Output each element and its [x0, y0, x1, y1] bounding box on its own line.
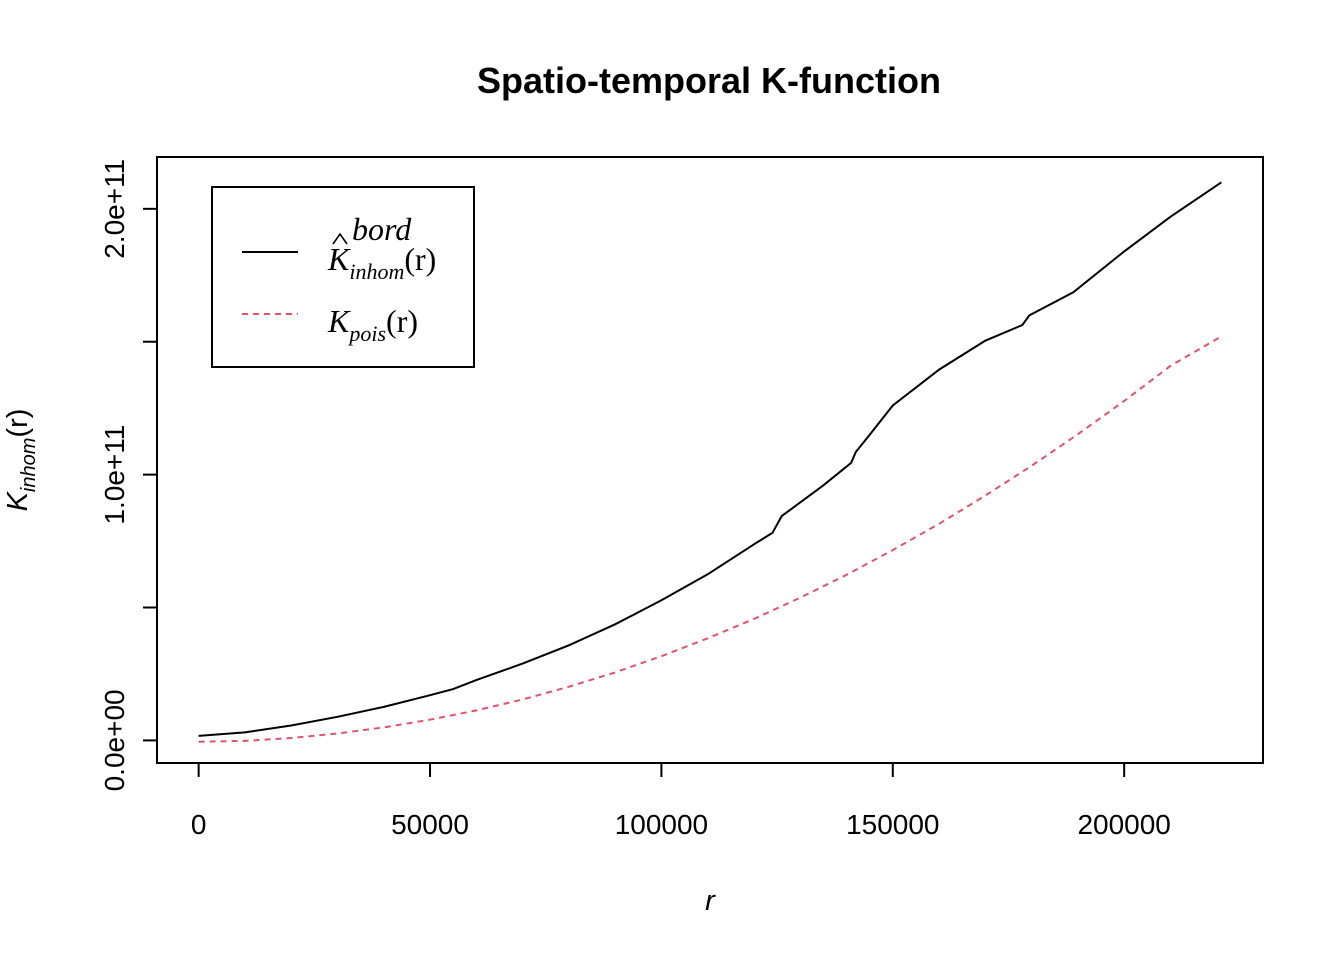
legend-label-base: K [327, 303, 351, 339]
y-tick-label: 2.0e+11 [99, 159, 130, 259]
legend-label-sub: inhom [349, 259, 404, 284]
plot-lines [198, 181, 1222, 743]
y-tick-label: 1.0e+11 [99, 425, 130, 525]
series-line-1 [198, 181, 1222, 737]
x-tick-label: 0 [191, 809, 207, 840]
plot-frame [156, 156, 1264, 764]
chart-title: Spatio-temporal K-function [477, 60, 941, 101]
y-axis: 0.0e+00 1.0e+11 2.0e+11 [99, 159, 157, 791]
y-axis-label-base: K [2, 490, 34, 511]
x-axis: 0 50000 100000 150000 200000 [191, 763, 1171, 840]
hat-accent [332, 232, 348, 245]
legend-label-sup: bord [352, 211, 412, 247]
y-axis-label-sub: inhom [18, 438, 40, 492]
x-tick-label: 150000 [846, 809, 939, 840]
series-line-2 [198, 335, 1222, 743]
y-tick-label: 0.0e+00 [99, 689, 130, 791]
legend-label-1: Kinhom(r) [327, 241, 436, 284]
x-tick-label: 100000 [615, 809, 708, 840]
legend-label-2: Kpois(r) [327, 303, 418, 346]
legend-label-arg: (r) [404, 241, 436, 277]
legend-label-arg: (r) [386, 303, 418, 339]
y-axis-label-arg: (r) [2, 409, 34, 438]
y-axis-label: Kinhom(r) [2, 409, 40, 512]
legend-box [211, 186, 475, 368]
legend-label-sub: pois [347, 321, 386, 346]
x-tick-label: 200000 [1077, 809, 1170, 840]
x-tick-label: 50000 [391, 809, 469, 840]
legend-label-base: K [327, 241, 351, 277]
x-axis-label: r [705, 885, 716, 917]
